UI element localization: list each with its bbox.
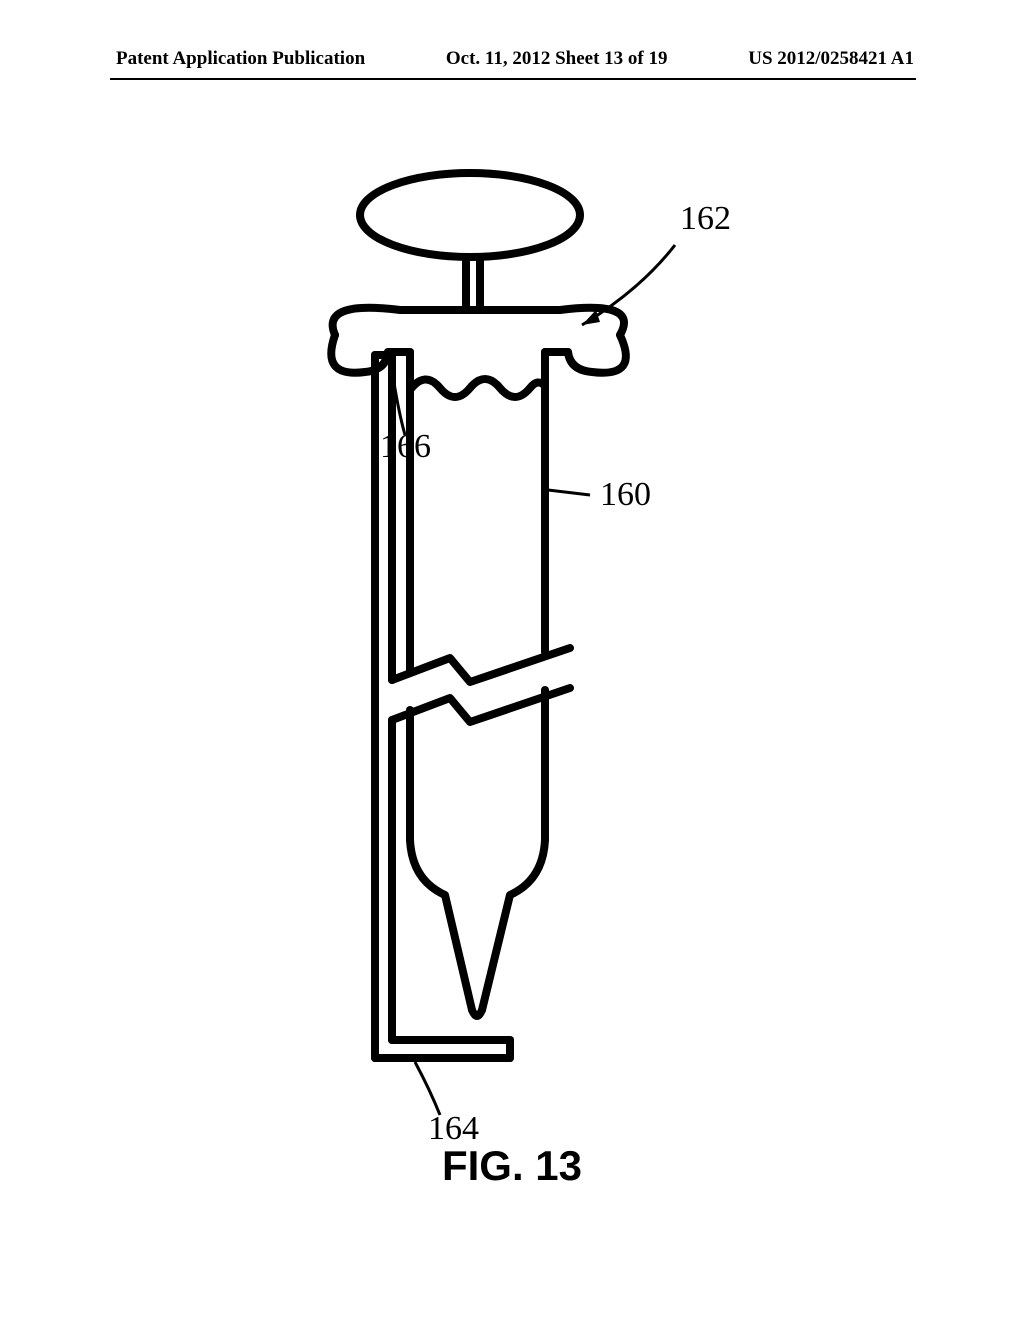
header-right: US 2012/0258421 A1 [748, 48, 914, 70]
figure-caption: FIG. 13 [0, 1142, 1024, 1190]
label-160: 160 [600, 476, 651, 514]
page-header: Patent Application Publication Oct. 11, … [0, 48, 1024, 70]
label-162: 162 [680, 200, 731, 238]
header-left: Patent Application Publication [116, 48, 365, 70]
figure-area: 162 166 160 164 [0, 150, 1024, 1170]
label-166: 166 [380, 428, 431, 466]
header-center: Oct. 11, 2012 Sheet 13 of 19 [446, 48, 668, 70]
syringe-diagram [280, 160, 780, 1130]
header-rule [110, 78, 916, 80]
